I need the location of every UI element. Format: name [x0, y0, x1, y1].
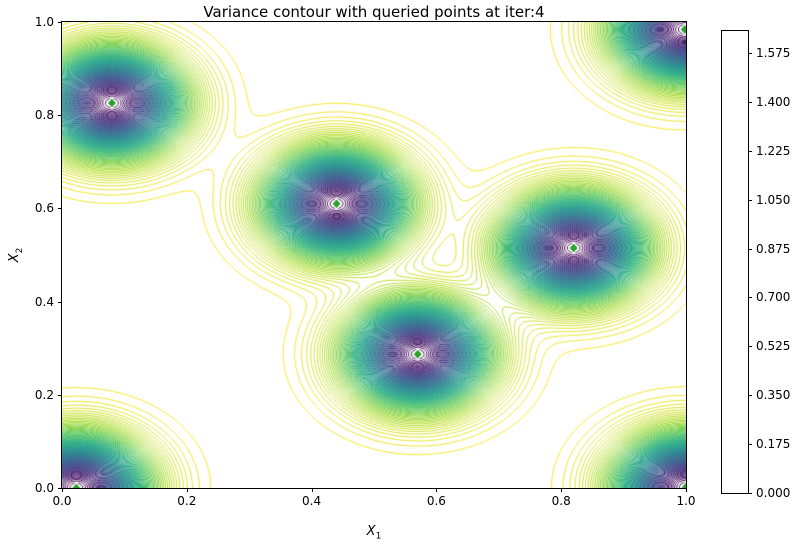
contour-plot-canvas — [62, 22, 686, 488]
colorbar-tick-mark — [748, 101, 752, 103]
colorbar-tick-label: 0.000 — [756, 486, 791, 500]
x-tick-mark — [561, 488, 563, 492]
y-tick-label: 0.0 — [34, 481, 54, 495]
y-tick-label: 0.6 — [34, 201, 54, 216]
colorbar-tick-mark — [748, 199, 752, 201]
x-tick-mark — [62, 488, 63, 492]
colorbar-tick-label: 0.350 — [756, 388, 791, 403]
y-axis-label-sub: 2 — [14, 247, 25, 254]
colorbar-tick-label: 1.050 — [756, 192, 791, 207]
y-axis-label: X2 — [7, 248, 25, 263]
colorbar-tick-mark — [748, 493, 752, 494]
colorbar-frame — [721, 30, 749, 494]
x-tick-label: 0.2 — [177, 494, 197, 508]
y-tick-label: 0.8 — [34, 108, 54, 123]
chart-title: Variance contour with queried points at … — [203, 3, 545, 21]
colorbar-tick-mark — [748, 346, 752, 348]
x-tick-label: 0.8 — [551, 494, 571, 508]
x-tick-label: 0.6 — [426, 494, 446, 508]
colorbar-tick-label: 0.175 — [756, 437, 791, 452]
colorbar-tick-label: 0.525 — [756, 339, 791, 354]
y-axis-label-base: X — [7, 253, 23, 263]
y-tick-mark — [58, 22, 62, 23]
y-tick-mark — [58, 301, 62, 303]
x-tick-label: 0.0 — [52, 494, 72, 508]
colorbar-tick-mark — [748, 444, 752, 446]
y-tick-label: 0.2 — [34, 387, 54, 402]
x-tick-label: 1.0 — [676, 494, 696, 508]
y-tick-label: 1.0 — [34, 15, 54, 29]
y-tick-mark — [58, 394, 62, 396]
axes-frame — [61, 21, 687, 489]
x-tick-mark — [686, 488, 687, 492]
colorbar-tick-mark — [748, 248, 752, 250]
colorbar-tick-mark — [748, 53, 752, 55]
x-tick-mark — [436, 488, 438, 492]
colorbar-tick-label: 0.875 — [756, 241, 791, 256]
colorbar-tick-label: 0.700 — [756, 290, 791, 305]
colorbar-tick-mark — [748, 395, 752, 397]
x-axis-label-base: X — [366, 524, 376, 539]
colorbar-tick-mark — [748, 297, 752, 299]
x-axis-label: X1 — [367, 524, 382, 542]
x-tick-mark — [311, 488, 313, 492]
x-axis-label-sub: 1 — [375, 531, 382, 542]
y-tick-mark — [58, 488, 62, 489]
x-tick-label: 0.4 — [302, 494, 322, 508]
colorbar-tick-label: 1.575 — [756, 46, 791, 61]
colorbar-tick-mark — [748, 150, 752, 152]
y-tick-label: 0.4 — [34, 294, 54, 309]
x-tick-mark — [186, 488, 188, 492]
colorbar-tick-label: 1.225 — [756, 143, 791, 158]
y-tick-mark — [58, 208, 62, 210]
y-tick-mark — [58, 115, 62, 117]
colorbar-tick-label: 1.400 — [756, 94, 791, 109]
